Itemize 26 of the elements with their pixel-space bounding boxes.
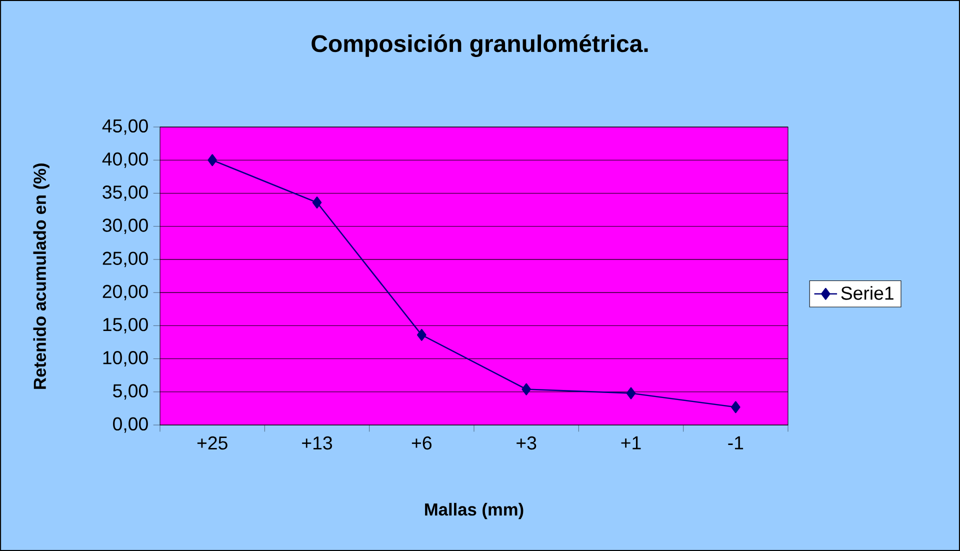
point (522, 383, 532, 396)
y-tick-label: 15,00 (103, 318, 148, 334)
x-tick-label: -1 (728, 436, 744, 450)
x-tick-label: +6 (412, 436, 432, 450)
point (730, 401, 740, 414)
x-tick-label: +13 (302, 436, 332, 450)
y-tick-label: 20,00 (102, 284, 148, 300)
point (312, 196, 322, 208)
x-axis-title: Mallas (mm) (425, 502, 524, 520)
y-tick-label: 10,00 (103, 351, 148, 366)
point (208, 154, 218, 166)
y-tick-label: 25,00 (102, 252, 148, 268)
y-axis-title: Retenido acumulado en (%) (33, 164, 50, 389)
y-tick-label: 35,00 (102, 186, 148, 201)
point (626, 387, 636, 400)
x-tick-label: +1 (621, 436, 641, 450)
chart-title: Composición granulométrica. (312, 34, 648, 58)
y-tick-label: 5,00 (113, 384, 148, 400)
y-tick-label: 45,00 (102, 119, 148, 135)
legend-label: Serie1 (841, 286, 894, 300)
point (417, 328, 426, 341)
x-tick-label: +25 (197, 436, 228, 450)
y-tick-label: 40,00 (102, 152, 148, 168)
x-tick-label: +3 (516, 436, 536, 450)
y-tick-label: 0,00 (113, 417, 148, 433)
y-tick-label: 30,00 (102, 218, 148, 234)
